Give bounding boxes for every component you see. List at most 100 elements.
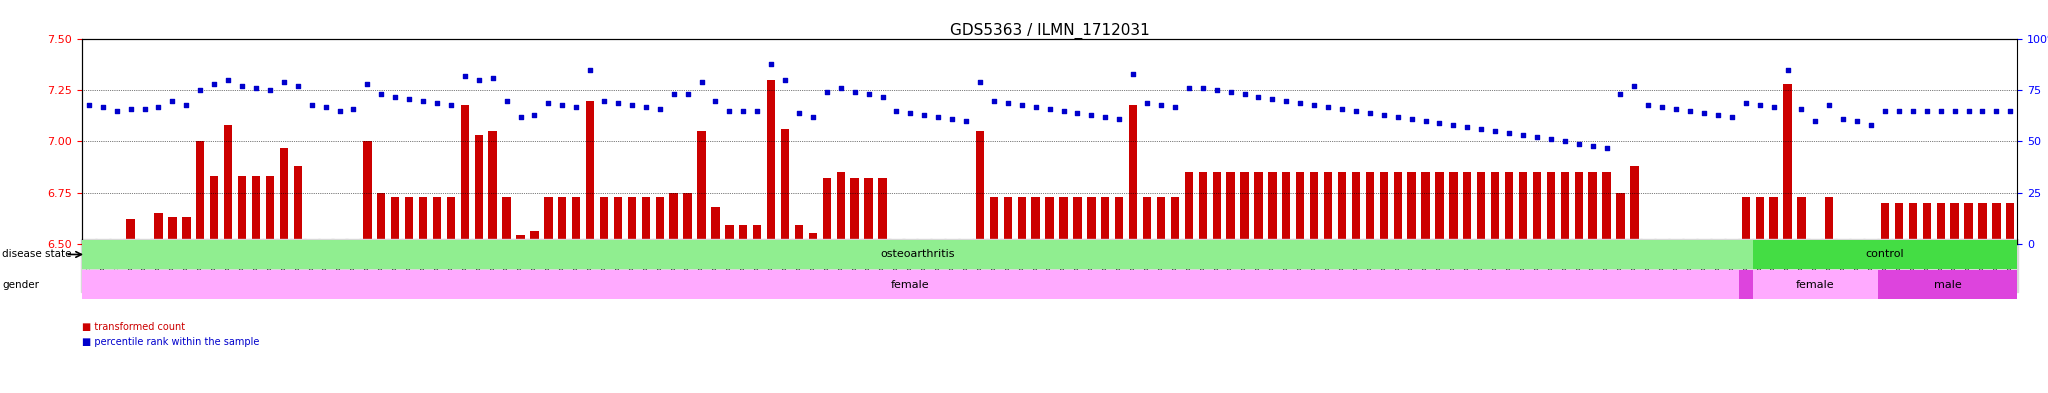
Point xyxy=(408,97,440,104)
Bar xyxy=(322,242,330,244)
Point xyxy=(1827,116,1860,122)
Point xyxy=(1841,118,1874,124)
Point xyxy=(1409,118,1442,124)
Point xyxy=(852,91,885,97)
Point xyxy=(1772,67,1804,73)
Bar xyxy=(1739,270,1753,299)
Point xyxy=(1241,94,1274,100)
Point xyxy=(518,112,551,118)
Bar xyxy=(696,131,707,244)
Bar xyxy=(1645,242,1653,244)
Point xyxy=(559,104,592,110)
Bar xyxy=(1241,172,1249,244)
Bar xyxy=(377,193,385,244)
Bar xyxy=(1128,105,1137,244)
Point xyxy=(1548,138,1581,145)
Point xyxy=(1757,104,1790,110)
Point xyxy=(1589,145,1622,151)
Point xyxy=(727,108,760,114)
Point xyxy=(741,108,774,114)
Bar xyxy=(1810,242,1819,244)
Point xyxy=(782,110,815,116)
Bar xyxy=(641,196,649,244)
Point xyxy=(825,85,858,92)
Bar xyxy=(655,196,664,244)
Point xyxy=(977,97,1010,104)
Bar xyxy=(127,219,135,244)
Point xyxy=(1311,104,1343,110)
Point xyxy=(1911,108,1944,114)
Bar xyxy=(1878,270,2017,299)
Point xyxy=(573,67,606,73)
Bar xyxy=(879,178,887,244)
Bar xyxy=(432,196,440,244)
Point xyxy=(1186,85,1219,92)
Point xyxy=(1298,101,1331,108)
Bar xyxy=(154,213,162,244)
Point xyxy=(657,91,690,97)
Point xyxy=(463,77,496,83)
Bar xyxy=(1282,172,1290,244)
Text: female: female xyxy=(1796,280,1835,290)
Bar xyxy=(920,242,928,244)
Point xyxy=(295,101,328,108)
Point xyxy=(1006,101,1038,108)
Bar xyxy=(1380,172,1389,244)
Point xyxy=(449,73,481,79)
Point xyxy=(1632,101,1665,108)
Point xyxy=(1423,120,1456,126)
Bar xyxy=(182,217,190,244)
Point xyxy=(1702,112,1735,118)
Point xyxy=(199,81,231,87)
Bar xyxy=(586,101,594,244)
Bar xyxy=(711,207,719,244)
Point xyxy=(379,94,412,100)
Point xyxy=(1479,128,1511,134)
Point xyxy=(1743,101,1776,108)
Bar xyxy=(98,242,106,244)
Bar xyxy=(1212,172,1221,244)
Point xyxy=(1284,99,1317,106)
Point xyxy=(1255,95,1288,102)
Text: osteoarthritis: osteoarthritis xyxy=(881,250,954,259)
Point xyxy=(1716,114,1749,120)
Point xyxy=(588,97,621,104)
Point xyxy=(1855,122,1888,128)
Point xyxy=(1325,106,1358,112)
Bar xyxy=(1421,172,1430,244)
Bar xyxy=(989,196,997,244)
Bar xyxy=(1630,166,1638,244)
Bar xyxy=(754,225,762,244)
Bar xyxy=(1880,203,1888,244)
Bar xyxy=(1839,242,1847,244)
Bar xyxy=(391,196,399,244)
Text: ■ transformed count: ■ transformed count xyxy=(82,321,184,332)
Bar xyxy=(1532,172,1540,244)
Point xyxy=(156,97,188,104)
Bar xyxy=(489,131,498,244)
Bar xyxy=(1143,196,1151,244)
Bar xyxy=(1825,196,1833,244)
Point xyxy=(1116,71,1149,77)
Point xyxy=(1130,99,1163,106)
Text: gender: gender xyxy=(2,280,39,290)
Bar xyxy=(1352,172,1360,244)
Point xyxy=(1618,83,1651,90)
Bar xyxy=(893,242,901,244)
Bar xyxy=(1964,203,1972,244)
Bar xyxy=(1923,203,1931,244)
Point xyxy=(86,104,119,110)
Bar xyxy=(461,105,469,244)
Bar xyxy=(1004,196,1012,244)
Bar xyxy=(1909,203,1917,244)
Point xyxy=(268,79,301,85)
Point xyxy=(141,104,174,110)
Point xyxy=(713,108,745,114)
Point xyxy=(72,101,104,108)
Point xyxy=(1438,122,1470,128)
Bar xyxy=(1993,203,2001,244)
Bar xyxy=(725,225,733,244)
Bar xyxy=(1366,172,1374,244)
Point xyxy=(1604,91,1636,97)
Text: control: control xyxy=(1866,250,1905,259)
